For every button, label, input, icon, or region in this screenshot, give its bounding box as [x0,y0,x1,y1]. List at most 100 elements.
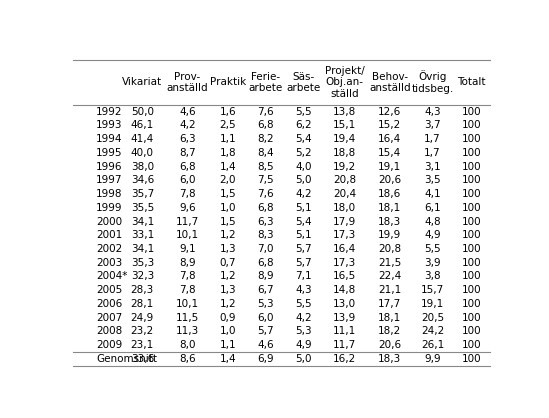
Text: 20,4: 20,4 [333,189,356,199]
Text: 4,2: 4,2 [295,189,312,199]
Text: 100: 100 [462,230,481,240]
Text: 2002: 2002 [96,244,122,254]
Text: 17,7: 17,7 [378,299,401,309]
Text: 50,0: 50,0 [131,107,154,117]
Text: 23,2: 23,2 [131,326,154,336]
Text: 6,8: 6,8 [257,120,274,130]
Text: 7,6: 7,6 [257,189,274,199]
Text: 7,8: 7,8 [179,285,196,295]
Text: 22,4: 22,4 [378,271,401,281]
Text: 16,2: 16,2 [333,354,356,364]
Text: 4,9: 4,9 [295,340,312,350]
Text: 3,5: 3,5 [424,175,441,185]
Text: 4,6: 4,6 [179,107,196,117]
Text: 9,6: 9,6 [179,203,196,213]
Text: 20,8: 20,8 [378,244,401,254]
Text: 1,0: 1,0 [220,326,236,336]
Text: 21,5: 21,5 [378,257,401,268]
Text: Totalt: Totalt [457,77,486,87]
Text: 41,4: 41,4 [131,134,154,144]
Text: 18,2: 18,2 [378,326,401,336]
Text: 1,7: 1,7 [424,148,441,158]
Text: Praktik: Praktik [210,77,246,87]
Text: 7,0: 7,0 [257,244,274,254]
Text: 100: 100 [462,299,481,309]
Text: 18,1: 18,1 [378,313,401,323]
Text: 2000: 2000 [96,217,122,227]
Text: 38,0: 38,0 [131,162,154,172]
Text: 14,8: 14,8 [333,285,356,295]
Text: 3,1: 3,1 [424,162,441,172]
Text: 5,1: 5,1 [295,230,312,240]
Text: 16,4: 16,4 [378,134,401,144]
Text: 2007: 2007 [96,313,122,323]
Text: 8,7: 8,7 [179,148,196,158]
Text: 4,8: 4,8 [424,217,441,227]
Text: 21,1: 21,1 [378,285,401,295]
Text: 9,9: 9,9 [424,354,441,364]
Text: 3,9: 3,9 [424,257,441,268]
Text: 19,4: 19,4 [333,134,356,144]
Text: 3,7: 3,7 [424,120,441,130]
Text: 15,4: 15,4 [378,148,401,158]
Text: 0,7: 0,7 [220,257,236,268]
Text: 100: 100 [462,313,481,323]
Text: 28,1: 28,1 [131,299,154,309]
Text: 5,5: 5,5 [295,299,312,309]
Text: 26,1: 26,1 [421,340,444,350]
Text: 100: 100 [462,120,481,130]
Text: 15,1: 15,1 [333,120,356,130]
Text: 18,0: 18,0 [333,203,356,213]
Text: 5,5: 5,5 [424,244,441,254]
Text: 1995: 1995 [96,148,122,158]
Text: 1998: 1998 [96,189,122,199]
Text: 8,3: 8,3 [257,230,274,240]
Text: 4,1: 4,1 [424,189,441,199]
Text: 100: 100 [462,326,481,336]
Text: 24,9: 24,9 [131,313,154,323]
Text: 0,9: 0,9 [220,313,236,323]
Text: 17,9: 17,9 [333,217,356,227]
Text: 5,3: 5,3 [257,299,274,309]
Text: 20,6: 20,6 [378,175,401,185]
Text: 1999: 1999 [96,203,122,213]
Text: 100: 100 [462,134,481,144]
Text: 19,1: 19,1 [378,162,401,172]
Text: 100: 100 [462,244,481,254]
Text: 6,0: 6,0 [257,313,274,323]
Text: 1997: 1997 [96,175,122,185]
Text: 6,8: 6,8 [257,257,274,268]
Text: 7,5: 7,5 [257,175,274,185]
Text: 4,2: 4,2 [295,313,312,323]
Text: 1,1: 1,1 [220,134,236,144]
Text: 35,5: 35,5 [131,203,154,213]
Text: 12,6: 12,6 [378,107,401,117]
Text: 19,2: 19,2 [333,162,356,172]
Text: 1,3: 1,3 [220,285,236,295]
Text: 16,5: 16,5 [333,271,356,281]
Text: 46,1: 46,1 [131,120,154,130]
Text: 40,0: 40,0 [131,148,154,158]
Text: Genomsnitt: Genomsnitt [96,354,157,364]
Text: 1,5: 1,5 [220,217,236,227]
Text: 100: 100 [462,257,481,268]
Text: 6,8: 6,8 [179,162,196,172]
Text: Säs-
arbete: Säs- arbete [286,71,321,93]
Text: Prov-
anställd: Prov- anställd [167,71,208,93]
Text: Övrig
tidsbeg.: Övrig tidsbeg. [411,71,453,94]
Text: 7,6: 7,6 [257,107,274,117]
Text: 10,1: 10,1 [176,299,199,309]
Text: 2003: 2003 [96,257,122,268]
Text: 1,2: 1,2 [220,271,236,281]
Text: 1,2: 1,2 [220,230,236,240]
Text: 1,5: 1,5 [220,189,236,199]
Text: 19,9: 19,9 [378,230,401,240]
Text: 11,3: 11,3 [176,326,199,336]
Text: 8,2: 8,2 [257,134,274,144]
Text: 1993: 1993 [96,120,122,130]
Text: 34,1: 34,1 [131,217,154,227]
Text: 34,1: 34,1 [131,244,154,254]
Text: 5,2: 5,2 [295,148,312,158]
Text: 5,7: 5,7 [295,244,312,254]
Text: 100: 100 [462,189,481,199]
